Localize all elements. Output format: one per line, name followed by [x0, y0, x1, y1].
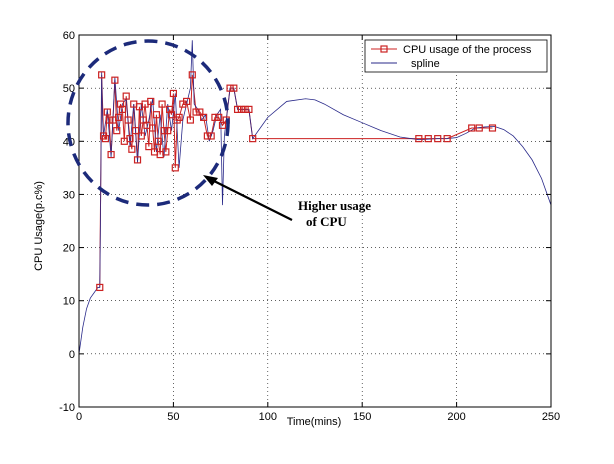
highlight-ellipse: [66, 39, 230, 207]
y-tick-label: 60: [63, 30, 75, 42]
data-point-marker: [443, 135, 451, 143]
x-tick-label: 0: [76, 411, 82, 423]
y-tick-label: 50: [63, 83, 75, 95]
data-point-marker: [116, 100, 125, 108]
data-point-marker: [133, 156, 142, 164]
y-tick-label: 30: [63, 189, 75, 201]
data-point-marker: [160, 127, 168, 135]
data-point-marker: [475, 124, 483, 132]
data-point-marker: [196, 108, 204, 116]
data-point-marker: [113, 127, 121, 135]
data-point-marker: [226, 84, 234, 92]
data-point-marker: [139, 116, 147, 124]
annotation-arrow-shaft: [211, 179, 293, 221]
data-point-marker: [149, 124, 157, 132]
x-tick-label: 150: [353, 411, 371, 423]
data-point-marker: [158, 100, 166, 108]
data-point-marker: [98, 71, 106, 79]
data-point-marker: [145, 143, 153, 151]
grid: [79, 35, 551, 407]
x-tick-label: 200: [447, 411, 465, 423]
data-point-marker: [111, 76, 119, 84]
data-point-marker: [245, 105, 253, 114]
legend: CPU usage of the process spline: [364, 39, 548, 73]
data-point-marker: [171, 164, 179, 172]
data-point-marker: [186, 116, 194, 124]
data-point-marker: [103, 108, 111, 116]
data-point-marker: [115, 113, 123, 121]
data-point-marker: [122, 92, 130, 100]
data-point-marker: [128, 145, 136, 153]
annotation-arrow-head: [203, 175, 218, 186]
y-tick-label: 10: [63, 296, 75, 308]
data-point-marker: [434, 135, 442, 143]
data-point-marker: [162, 148, 170, 156]
x-axis-title: Time(mins): [287, 416, 342, 428]
data-point-marker: [237, 105, 245, 114]
x-tick-label: 50: [167, 411, 179, 423]
legend-box: [364, 39, 548, 73]
data-point-marker: [249, 135, 257, 143]
data-point-marker: [175, 113, 183, 121]
data-point-marker: [188, 71, 196, 79]
data-point-marker: [241, 105, 249, 114]
data-point-marker: [107, 150, 115, 159]
annotation-text: of CPU: [306, 214, 347, 229]
y-tick-label: -10: [59, 402, 75, 414]
data-point-marker: [164, 127, 172, 135]
y-axis-title: CPU Usage(p.c%): [33, 181, 45, 271]
data-point-marker: [126, 135, 134, 143]
data-point-marker: [203, 132, 211, 140]
legend-label-spline: spline: [411, 58, 440, 70]
data-point-marker: [118, 105, 127, 114]
data-point-marker: [468, 124, 476, 132]
data-point-marker: [101, 135, 110, 143]
plot-frame: [78, 34, 552, 408]
data-point-marker: [137, 132, 145, 140]
annotation-text: Higher usage: [298, 198, 371, 213]
data-point-marker: [154, 137, 162, 145]
data-point-marker: [96, 283, 104, 292]
x-tick-label: 250: [542, 411, 560, 423]
data-point-marker: [166, 105, 174, 114]
data-point-marker: [200, 113, 208, 121]
data-point-marker: [424, 135, 432, 143]
legend-label-cpu-usage: CPU usage of the process: [403, 44, 532, 56]
data-point-marker: [415, 135, 423, 143]
data-point-marker: [124, 116, 132, 124]
legend-swatch-marker: [380, 45, 388, 53]
data-point-marker: [218, 121, 227, 129]
data-point-marker: [211, 113, 219, 121]
y-tick-label: 20: [63, 243, 75, 255]
data-point-marker: [207, 132, 215, 140]
data-point-marker: [230, 84, 238, 92]
y-tick-label: 0: [69, 349, 75, 361]
data-point-marker: [183, 97, 191, 106]
data-point-marker: [233, 105, 242, 114]
data-point-marker: [105, 116, 113, 124]
data-point-marker: [169, 89, 177, 98]
data-point-marker: [488, 124, 497, 132]
plot-area: [78, 40, 552, 354]
x-tick-label: 100: [259, 411, 277, 423]
data-point-marker: [192, 108, 200, 116]
data-point-marker: [152, 111, 161, 119]
data-point-marker: [132, 127, 140, 135]
data-point-marker: [147, 97, 155, 106]
data-point-marker: [167, 111, 176, 119]
data-point-marker: [215, 113, 223, 121]
